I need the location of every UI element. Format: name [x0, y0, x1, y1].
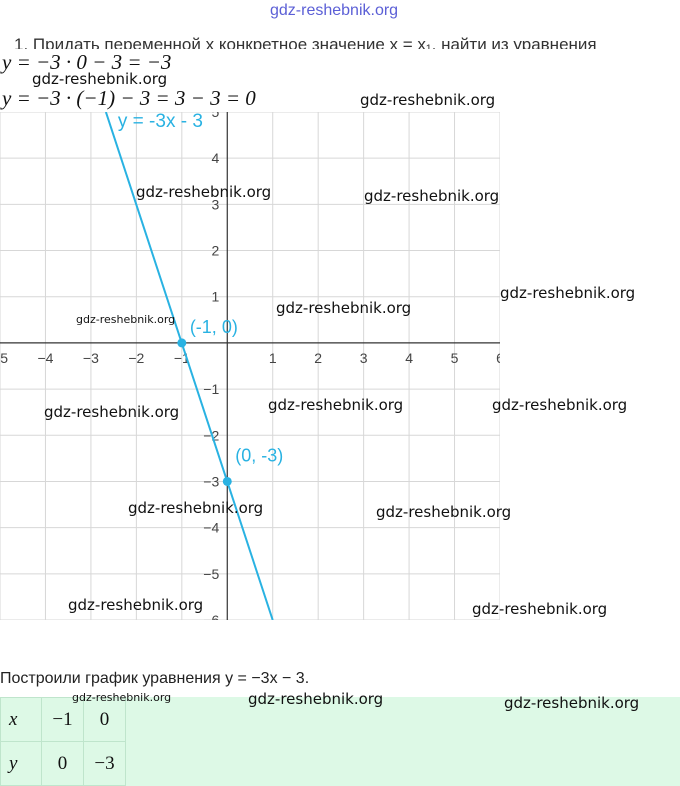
watermark: gdz-reshebnik.org — [248, 690, 384, 708]
equation-1: y = −3 · 0 − 3 = −3 — [2, 50, 172, 74]
x-tick-label: −2 — [128, 350, 144, 366]
y-tick-label: −4 — [203, 520, 219, 536]
x-tick-label: 4 — [405, 350, 413, 366]
watermark: gdz-reshebnik.org — [76, 313, 176, 326]
x-tick-label: 6 — [496, 350, 500, 366]
y-tick-label: 4 — [211, 150, 219, 166]
y-tick-label: 1 — [211, 289, 219, 305]
equation-2: y = −3 · (−1) − 3 = 3 − 3 = 0 — [2, 86, 256, 110]
y-tick-label: 5 — [211, 112, 219, 120]
chart-points: (-1, 0) (0, -3) — [177, 317, 283, 486]
watermark: gdz-reshebnik.org — [32, 70, 168, 88]
table-header-y: y — [0, 741, 42, 786]
data-point — [222, 476, 232, 486]
watermark: gdz-reshebnik.org — [376, 503, 512, 521]
watermark: gdz-reshebnik.org — [500, 284, 636, 302]
watermark: gdz-reshebnik.org — [492, 396, 628, 414]
step-text: 1. Придать переменной x конкретное значе… — [14, 35, 597, 49]
point-label: (-1, 0) — [190, 317, 238, 337]
table-row: y 0 −3 — [0, 741, 126, 786]
watermark: gdz-reshebnik.org — [268, 396, 404, 414]
site-link[interactable]: gdz-reshebnik.org — [270, 2, 399, 19]
watermark: gdz-reshebnik.org — [68, 596, 204, 614]
x-tick-label: 2 — [314, 350, 322, 366]
watermark: gdz-reshebnik.org — [364, 187, 500, 205]
watermark: gdz-reshebnik.org — [276, 299, 412, 317]
chart-axes — [0, 112, 500, 620]
table-cell: 0 — [83, 697, 126, 742]
table-cell: 0 — [41, 741, 84, 786]
table-cell: −1 — [41, 697, 84, 742]
line-chart: −5−4−3−2−112345654321−1−2−3−4−5−6 y = -3… — [0, 112, 500, 620]
chart-grid — [0, 112, 500, 620]
x-tick-label: −3 — [83, 350, 99, 366]
watermark: gdz-reshebnik.org — [504, 694, 640, 712]
data-point — [177, 338, 187, 348]
values-table: x −1 0 y 0 −3 — [0, 697, 126, 786]
y-tick-label: −1 — [203, 381, 219, 397]
x-tick-label: 3 — [360, 350, 368, 366]
y-tick-label: 2 — [211, 243, 219, 259]
series-label: y = -3x - 3 — [118, 112, 203, 132]
x-tick-label: −5 — [0, 350, 8, 366]
caption: Построили график уравнения y = −3x − 3. — [0, 670, 310, 687]
point-label: (0, -3) — [235, 445, 283, 465]
watermark: gdz-reshebnik.org — [360, 91, 496, 109]
x-tick-label: 5 — [451, 350, 459, 366]
chart-ticks: −5−4−3−2−112345654321−1−2−3−4−5−6 — [0, 112, 500, 620]
y-tick-label: 3 — [211, 196, 219, 212]
x-tick-label: 1 — [269, 350, 277, 366]
x-tick-label: −4 — [37, 350, 53, 366]
watermark: gdz-reshebnik.org — [128, 499, 264, 517]
y-tick-label: −5 — [203, 566, 219, 582]
series-line — [104, 112, 274, 620]
y-tick-label: −6 — [203, 612, 219, 620]
watermark: gdz-reshebnik.org — [44, 403, 180, 421]
table-header-x: x — [0, 697, 42, 742]
table-row: x −1 0 — [0, 697, 126, 742]
y-tick-label: −3 — [203, 473, 219, 489]
watermark: gdz-reshebnik.org — [72, 691, 172, 704]
chart-series: y = -3x - 3 — [104, 112, 274, 620]
watermark: gdz-reshebnik.org — [136, 183, 272, 201]
table-cell: −3 — [83, 741, 126, 786]
watermark: gdz-reshebnik.org — [472, 600, 608, 618]
